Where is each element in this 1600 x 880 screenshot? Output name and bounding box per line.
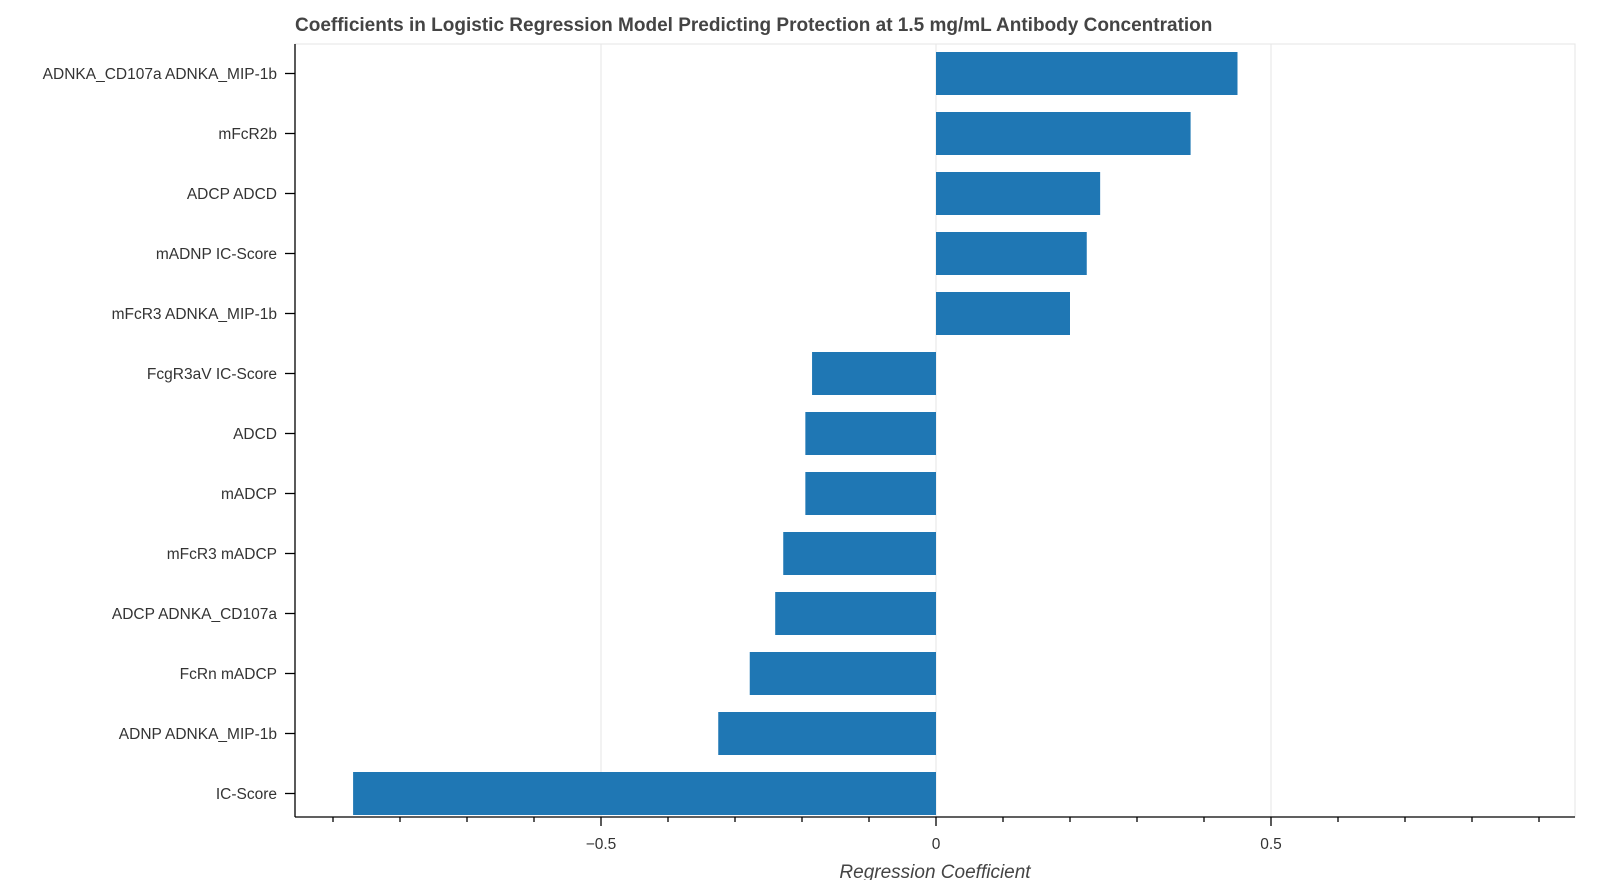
y-tick-label-9: ADCP ADNKA_CD107a (112, 606, 278, 623)
y-tick-label-3: mADNP IC-Score (156, 246, 277, 263)
x-tick-label-2: 0.5 (1260, 836, 1282, 853)
bar-2 (936, 172, 1101, 215)
bar-0 (936, 52, 1238, 95)
y-tick-label-1: mFcR2b (218, 126, 277, 143)
bar-8 (783, 532, 936, 575)
y-tick-label-12: IC-Score (216, 786, 277, 803)
x-tick-labels: −0.5 0 0.5 (586, 836, 1282, 853)
y-tick-label-4: mFcR3 ADNKA_MIP-1b (112, 306, 277, 323)
y-tick-label-8: mFcR3 mADCP (167, 546, 277, 563)
x-tick-label-1: 0 (932, 836, 941, 853)
bar-1 (936, 112, 1191, 155)
bar-4 (936, 292, 1070, 335)
y-tick-label-0: ADNKA_CD107a ADNKA_MIP-1b (43, 66, 277, 83)
bar-6 (805, 412, 936, 455)
bar-9 (775, 592, 936, 635)
x-axis-label: Regression Coefficient (839, 862, 1031, 880)
bars (353, 52, 1238, 815)
bar-7 (805, 472, 936, 515)
bar-11 (718, 712, 936, 755)
y-tick-label-10: FcRn mADCP (180, 666, 277, 683)
y-tick-label-11: ADNP ADNKA_MIP-1b (119, 726, 277, 743)
y-tick-label-5: FcgR3aV IC-Score (147, 366, 277, 383)
axes (285, 44, 1575, 826)
y-tick-label-2: ADCP ADCD (187, 186, 277, 203)
y-tick-label-6: ADCD (233, 426, 277, 443)
y-tick-label-7: mADCP (221, 486, 277, 503)
x-tick-label-0: −0.5 (586, 836, 617, 853)
bar-12 (353, 772, 937, 815)
chart-title: Coefficients in Logistic Regression Mode… (295, 15, 1212, 36)
y-tick-labels: ADNKA_CD107a ADNKA_MIP-1b mFcR2b ADCP ADCD… (43, 66, 278, 803)
bar-10 (749, 652, 936, 695)
bar-3 (936, 232, 1087, 275)
bar-5 (812, 352, 936, 395)
